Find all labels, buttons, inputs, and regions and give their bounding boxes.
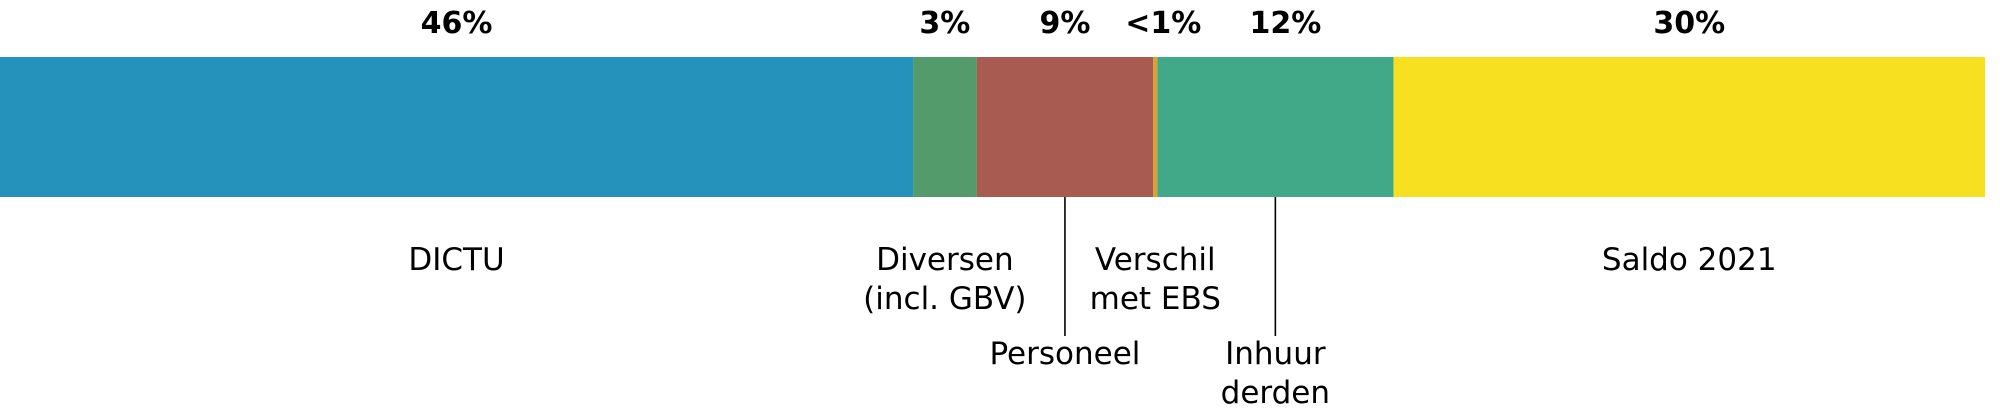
bar-segment-diversen-incl-gbv — [913, 57, 977, 197]
category-label-line: DICTU — [408, 242, 504, 278]
bar-segment-inhuur-derden — [1157, 57, 1394, 197]
category-label-line: derden — [1221, 375, 1330, 411]
category-label-line: Diversen — [876, 242, 1014, 278]
value-label-saldo-2021: 30% — [1653, 6, 1725, 41]
value-label-personeel: 9% — [1039, 6, 1090, 41]
value-label-inhuur-derden: 12% — [1249, 6, 1321, 41]
category-label-line: Personeel — [989, 336, 1140, 372]
bar-segment-verschil-met-ebs — [1153, 57, 1158, 197]
value-label-verschil-met-ebs: <1% — [1125, 6, 1201, 41]
value-label-diversen-incl-gbv: 3% — [919, 6, 970, 41]
bar-segment-personeel — [976, 57, 1154, 197]
bar-segment-dictu — [0, 57, 914, 197]
category-label-line: met EBS — [1090, 281, 1221, 317]
value-label-dictu: 46% — [421, 6, 493, 41]
category-label-line: Verschil — [1095, 242, 1216, 278]
category-label-line: (incl. GBV) — [863, 281, 1026, 317]
category-label-saldo-2021: Saldo 2021 — [1602, 242, 1777, 278]
category-label-personeel: Personeel — [989, 197, 1140, 372]
bar-segment-saldo-2021 — [1393, 57, 1985, 197]
category-label-line: Inhuur — [1225, 336, 1326, 372]
category-label-dictu: DICTU — [408, 242, 504, 278]
category-label-line: Saldo 2021 — [1602, 242, 1777, 278]
category-label-diversen-incl-gbv: Diversen(incl. GBV) — [863, 242, 1026, 317]
